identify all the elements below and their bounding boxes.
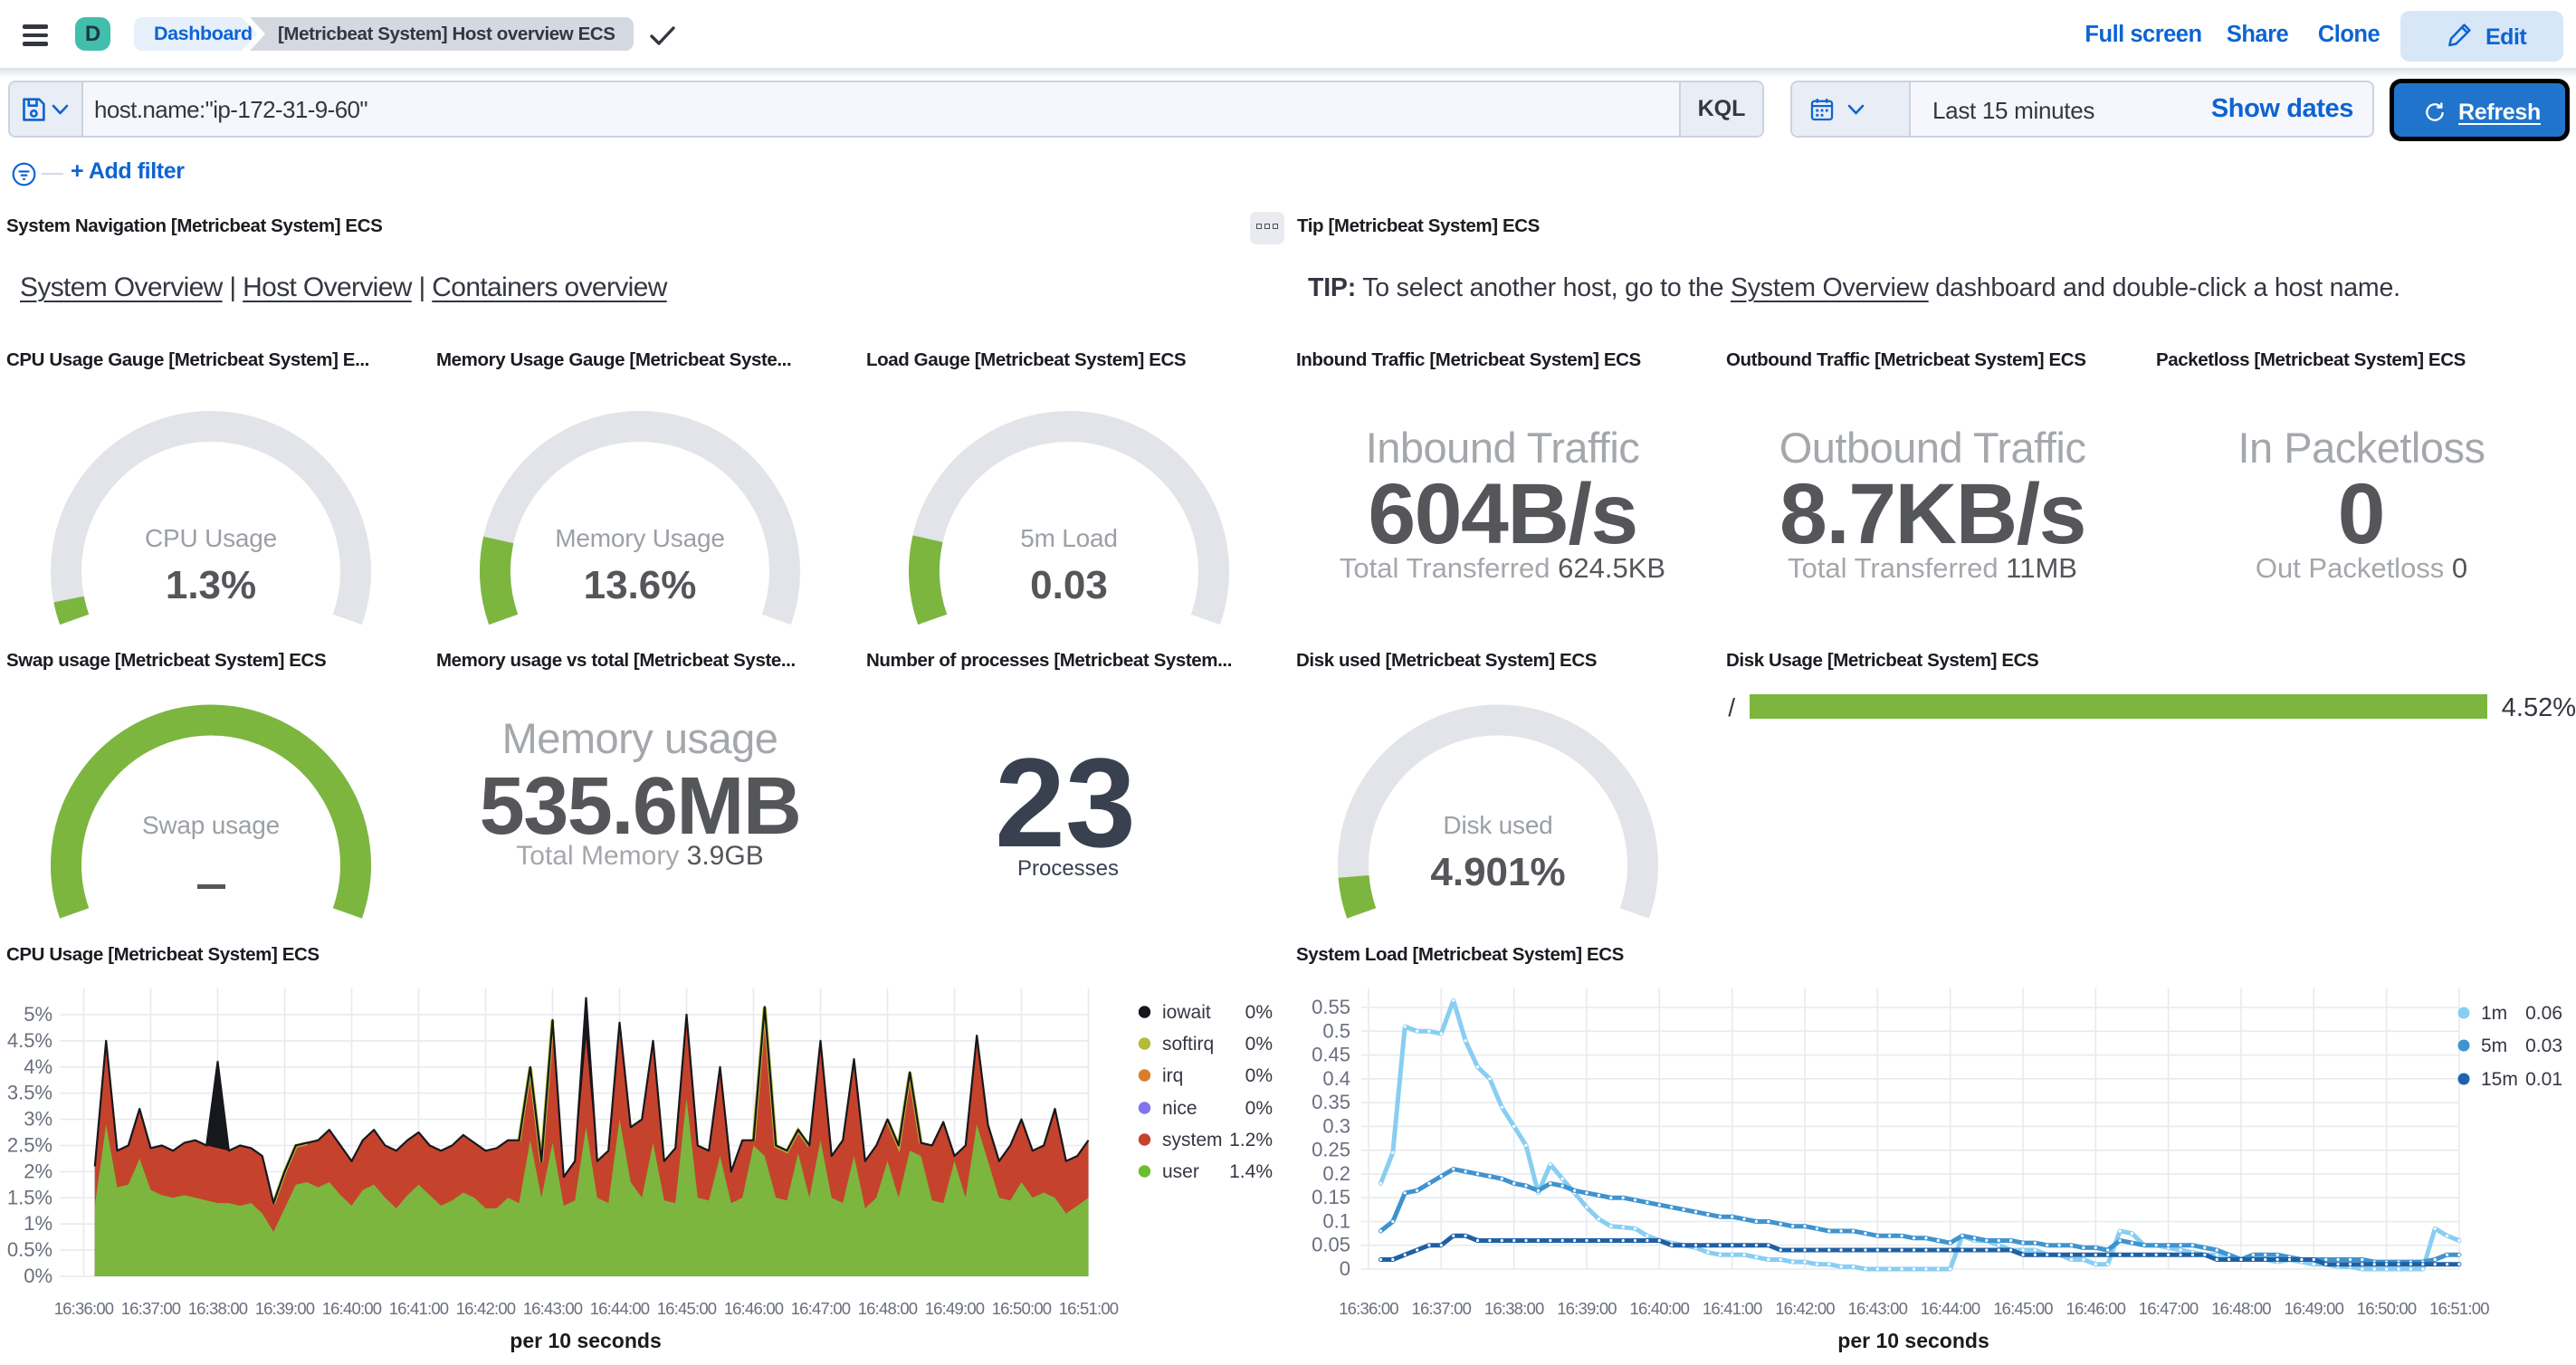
svg-text:16:48:00: 16:48:00 (858, 1299, 918, 1318)
svg-text:1%: 1% (24, 1212, 52, 1235)
svg-text:1.5%: 1.5% (7, 1186, 52, 1208)
svg-text:0.03: 0.03 (2525, 1036, 2562, 1056)
svg-text:16:41:00: 16:41:00 (1703, 1299, 1762, 1318)
svg-text:0.5: 0.5 (1322, 1019, 1350, 1042)
svg-text:16:44:00: 16:44:00 (1921, 1299, 1980, 1318)
svg-text:16:42:00: 16:42:00 (1775, 1299, 1835, 1318)
svg-text:1.2%: 1.2% (1229, 1130, 1273, 1150)
svg-text:16:42:00: 16:42:00 (456, 1299, 516, 1318)
svg-text:0: 0 (1340, 1257, 1350, 1280)
svg-text:16:39:00: 16:39:00 (1557, 1299, 1617, 1318)
svg-text:16:47:00: 16:47:00 (2139, 1299, 2199, 1318)
svg-text:16:38:00: 16:38:00 (188, 1299, 248, 1318)
svg-text:16:46:00: 16:46:00 (2066, 1299, 2125, 1318)
svg-text:16:49:00: 16:49:00 (925, 1299, 985, 1318)
svg-text:16:51:00: 16:51:00 (1059, 1299, 1119, 1318)
svg-text:1m: 1m (2481, 1003, 2507, 1024)
svg-text:irq: irq (1162, 1065, 1183, 1086)
svg-text:2.5%: 2.5% (7, 1134, 52, 1157)
svg-text:16:50:00: 16:50:00 (2357, 1299, 2417, 1318)
svg-text:5%: 5% (24, 1003, 52, 1026)
svg-text:16:48:00: 16:48:00 (2211, 1299, 2271, 1318)
svg-text:user: user (1162, 1161, 1199, 1182)
svg-text:16:44:00: 16:44:00 (590, 1299, 650, 1318)
svg-text:16:37:00: 16:37:00 (121, 1299, 181, 1318)
svg-text:16:50:00: 16:50:00 (992, 1299, 1052, 1318)
svg-text:0.25: 0.25 (1312, 1139, 1350, 1161)
svg-text:16:45:00: 16:45:00 (657, 1299, 717, 1318)
svg-text:16:40:00: 16:40:00 (322, 1299, 382, 1318)
svg-text:16:36:00: 16:36:00 (54, 1299, 114, 1318)
svg-text:0.45: 0.45 (1312, 1044, 1350, 1066)
svg-text:system: system (1162, 1130, 1223, 1150)
svg-text:0.06: 0.06 (2525, 1003, 2562, 1024)
svg-text:0%: 0% (1245, 1034, 1273, 1055)
svg-text:0%: 0% (1245, 1098, 1273, 1119)
svg-text:iowait: iowait (1162, 1002, 1211, 1023)
svg-text:per 10 seconds: per 10 seconds (1837, 1329, 1989, 1352)
svg-text:0.3: 0.3 (1322, 1114, 1350, 1137)
svg-text:0.4: 0.4 (1322, 1067, 1350, 1090)
svg-text:16:41:00: 16:41:00 (389, 1299, 449, 1318)
svg-text:16:36:00: 16:36:00 (1339, 1299, 1398, 1318)
svg-text:16:51:00: 16:51:00 (2429, 1299, 2489, 1318)
svg-text:0%: 0% (1245, 1002, 1273, 1023)
svg-text:16:38:00: 16:38:00 (1484, 1299, 1544, 1318)
svg-text:16:37:00: 16:37:00 (1411, 1299, 1471, 1318)
svg-text:16:46:00: 16:46:00 (724, 1299, 784, 1318)
svg-text:0.35: 0.35 (1312, 1091, 1350, 1113)
svg-text:4.5%: 4.5% (7, 1029, 52, 1052)
svg-text:2%: 2% (24, 1160, 52, 1182)
svg-text:3%: 3% (24, 1108, 52, 1131)
svg-text:4%: 4% (24, 1055, 52, 1078)
svg-text:softirq: softirq (1162, 1034, 1214, 1055)
svg-text:1.4%: 1.4% (1229, 1161, 1273, 1182)
svg-text:3.5%: 3.5% (7, 1082, 52, 1104)
svg-text:16:47:00: 16:47:00 (791, 1299, 851, 1318)
svg-text:0.05: 0.05 (1312, 1234, 1350, 1256)
svg-text:16:49:00: 16:49:00 (2284, 1299, 2343, 1318)
svg-text:0.15: 0.15 (1312, 1186, 1350, 1208)
svg-text:0.01: 0.01 (2525, 1069, 2562, 1090)
svg-text:16:45:00: 16:45:00 (1993, 1299, 2053, 1318)
svg-text:nice: nice (1162, 1098, 1197, 1119)
svg-text:16:43:00: 16:43:00 (1847, 1299, 1907, 1318)
svg-text:0%: 0% (1245, 1065, 1273, 1086)
svg-text:0.2: 0.2 (1322, 1162, 1350, 1185)
svg-text:per 10 seconds: per 10 seconds (510, 1329, 661, 1352)
svg-text:0%: 0% (24, 1265, 52, 1287)
svg-text:0.55: 0.55 (1312, 996, 1350, 1018)
svg-text:16:40:00: 16:40:00 (1629, 1299, 1689, 1318)
svg-text:5m: 5m (2481, 1036, 2507, 1056)
svg-text:16:39:00: 16:39:00 (255, 1299, 315, 1318)
svg-text:16:43:00: 16:43:00 (523, 1299, 583, 1318)
svg-text:15m: 15m (2481, 1069, 2518, 1090)
svg-text:0.5%: 0.5% (7, 1238, 52, 1261)
svg-text:0.1: 0.1 (1322, 1210, 1350, 1233)
